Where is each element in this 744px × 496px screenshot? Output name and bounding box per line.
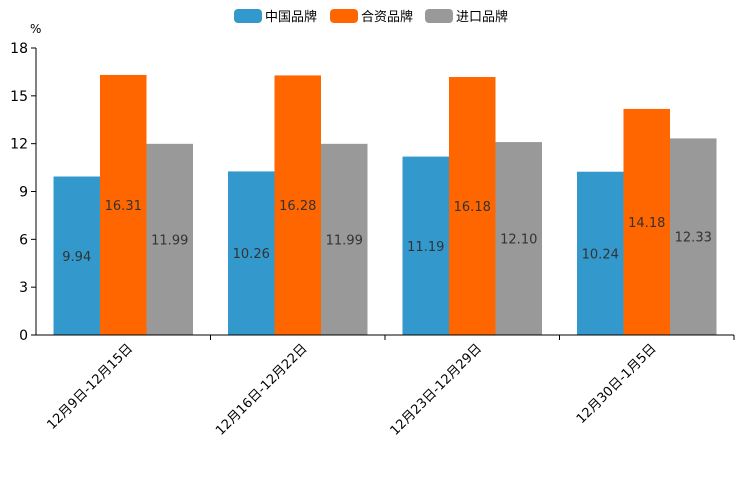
legend-label: 中国品牌 xyxy=(265,9,317,25)
bar xyxy=(495,142,542,335)
legend: 中国品牌 合资品牌 进口品牌 xyxy=(234,9,508,25)
bar-data-label: 10.24 xyxy=(582,247,619,262)
bar xyxy=(623,108,670,335)
bar-data-label: 16.31 xyxy=(105,199,142,214)
bar xyxy=(577,171,624,335)
bar-data-label: 10.26 xyxy=(233,247,270,262)
y-unit-label: % xyxy=(30,22,41,36)
bar-data-label: 16.28 xyxy=(279,199,316,214)
legend-label: 进口品牌 xyxy=(456,9,508,25)
bar xyxy=(274,75,321,336)
x-tick-label: 12月9日-12月15日 xyxy=(44,341,136,433)
legend-swatch xyxy=(234,9,262,23)
y-tick-label: 12 xyxy=(10,137,28,153)
bar xyxy=(228,171,275,335)
bars: 9.94 16.31 11.99 10.26 16.28 11.99 11.19 16.18 1… xyxy=(53,74,717,336)
y-axis: 0 3 6 9 12 15 18 xyxy=(10,41,37,344)
y-tick-label: 9 xyxy=(19,185,28,201)
bar xyxy=(146,143,193,335)
bar xyxy=(321,143,368,335)
bar xyxy=(449,77,496,335)
y-tick-label: 3 xyxy=(19,280,28,296)
legend-label: 合资品牌 xyxy=(361,9,413,25)
bar-data-label: 9.94 xyxy=(62,250,91,265)
bar xyxy=(670,138,717,335)
y-tick-label: 18 xyxy=(10,41,28,57)
x-tick-label: 12月23日-12月29日 xyxy=(388,341,485,438)
bar xyxy=(100,74,147,336)
x-axis: 12月9日-12月15日 12月16日-12月22日 12月23日-12月29日 12… xyxy=(36,334,735,439)
bar xyxy=(53,176,100,335)
bar-data-label: 16.18 xyxy=(454,200,491,215)
bar-data-label: 14.18 xyxy=(628,216,665,231)
y-tick-label: 6 xyxy=(19,232,28,248)
bar-data-label: 12.33 xyxy=(675,231,712,246)
x-tick-label: 12月16日-12月22日 xyxy=(213,341,310,438)
x-tick-label: 12月30日-1月5日 xyxy=(574,341,660,427)
bar-data-label: 11.19 xyxy=(407,240,444,255)
y-tick-label: 15 xyxy=(10,89,28,105)
bar xyxy=(402,156,449,335)
bar-data-label: 11.99 xyxy=(326,233,363,248)
legend-swatch xyxy=(425,9,453,23)
bar-data-label: 12.10 xyxy=(500,233,537,248)
legend-swatch xyxy=(330,9,358,23)
bar-data-label: 11.99 xyxy=(151,233,188,248)
y-tick-label: 0 xyxy=(19,328,28,344)
